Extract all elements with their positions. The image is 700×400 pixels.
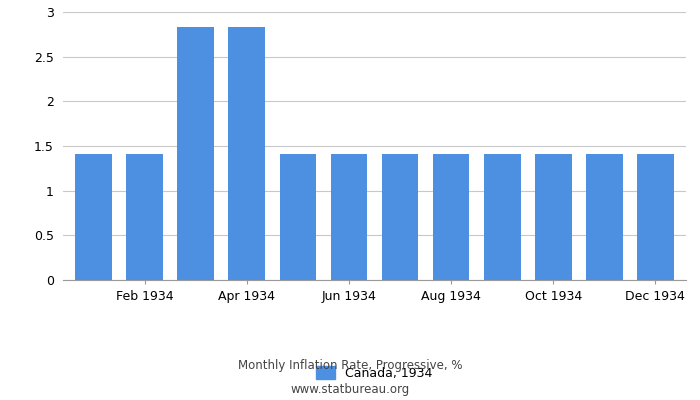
Legend: Canada, 1934: Canada, 1934 — [312, 361, 438, 385]
Bar — [637, 154, 673, 280]
Bar — [279, 154, 316, 280]
Bar — [126, 154, 163, 280]
Bar — [228, 27, 265, 280]
Bar — [484, 154, 521, 280]
Text: www.statbureau.org: www.statbureau.org — [290, 384, 410, 396]
Bar — [76, 154, 112, 280]
Bar — [330, 154, 368, 280]
Bar — [433, 154, 470, 280]
Bar — [535, 154, 572, 280]
Text: Monthly Inflation Rate, Progressive, %: Monthly Inflation Rate, Progressive, % — [238, 360, 462, 372]
Bar — [382, 154, 419, 280]
Bar — [177, 27, 214, 280]
Bar — [586, 154, 623, 280]
